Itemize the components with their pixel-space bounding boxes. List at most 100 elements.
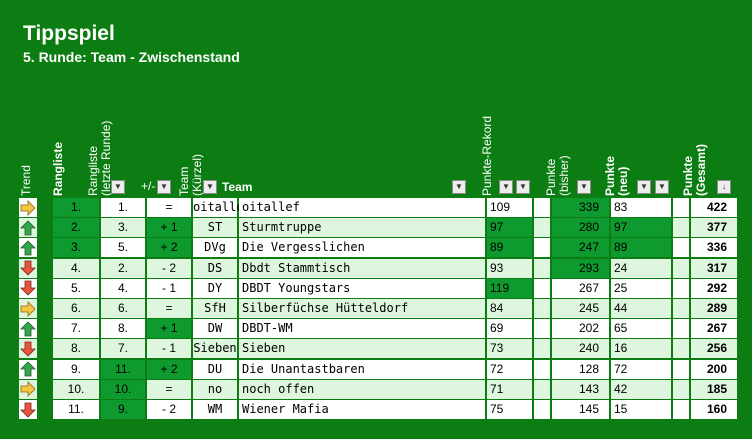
trend-down-icon bbox=[19, 258, 37, 278]
cell-prev: 245 bbox=[552, 299, 609, 318]
cell-rank: 5. bbox=[53, 278, 99, 298]
cell-abbr: Sieben bbox=[193, 339, 237, 359]
cell-total: 377 bbox=[691, 218, 737, 238]
cell-record: 73 bbox=[487, 339, 532, 359]
cell-abbr: DS bbox=[193, 258, 237, 278]
cell-prev: 240 bbox=[552, 339, 609, 359]
cell-diff: + 1 bbox=[147, 319, 191, 339]
cell-diff: - 1 bbox=[147, 339, 191, 359]
filter-dropdown-plusminus[interactable]: ▼ bbox=[157, 180, 171, 194]
cell-prev: 267 bbox=[552, 278, 609, 298]
cell-new: 42 bbox=[611, 379, 671, 399]
filter-dropdown-punkte-bisher[interactable]: ▼ bbox=[577, 180, 591, 194]
table-row: 2. 3. + 1 ST Sturmtruppe 97 280 97 377 bbox=[19, 218, 737, 238]
cell-team: Silberfüchse Hütteldorf bbox=[239, 299, 485, 318]
sheet-subtitle: 5. Runde: Team - Zwischenstand bbox=[23, 49, 240, 65]
cell-abbr: DY bbox=[193, 278, 237, 298]
cell-record: 89 bbox=[487, 238, 532, 258]
cell-prev: 202 bbox=[552, 319, 609, 339]
cell-rank: 8. bbox=[53, 339, 99, 359]
cell-abbr: SfH bbox=[193, 299, 237, 318]
cell-team: DBDT Youngstars bbox=[239, 278, 485, 298]
cell-last: 1. bbox=[101, 198, 145, 217]
table-row: 5. 4. - 1 DY DBDT Youngstars 119 267 25 292 bbox=[19, 278, 737, 299]
filter-dropdown-punkte-neu[interactable]: ▼ bbox=[637, 180, 651, 194]
cell-abbr: DVg bbox=[193, 238, 237, 258]
cell-total: 267 bbox=[691, 319, 737, 339]
cell-abbr: oitallef bbox=[193, 198, 251, 217]
cell-blank1 bbox=[534, 238, 550, 258]
table-row: 7. 8. + 1 DW DBDT-WM 69 202 65 267 bbox=[19, 319, 737, 339]
cell-rank: 4. bbox=[53, 258, 99, 278]
cell-blank1 bbox=[534, 198, 550, 217]
cell-new: 24 bbox=[611, 258, 671, 278]
header-rangliste-letzte: Rangliste (letzte Runde) bbox=[86, 120, 113, 196]
cell-team: oitallef bbox=[239, 198, 485, 217]
cell-rank: 10. bbox=[53, 379, 99, 399]
table-row: 1. 1. = oitallef oitallef 109 339 83 422 bbox=[19, 198, 737, 218]
cell-blank2 bbox=[673, 278, 689, 298]
cell-team: Dbdt Stammtisch bbox=[239, 258, 485, 278]
cell-blank1 bbox=[534, 379, 550, 399]
filter-dropdown-rekord-2[interactable]: ▼ bbox=[516, 180, 530, 194]
cell-prev: 339 bbox=[552, 198, 609, 217]
cell-team: noch offen bbox=[239, 379, 485, 399]
cell-last: 8. bbox=[101, 319, 145, 339]
cell-diff: = bbox=[147, 379, 191, 399]
filter-dropdown-team[interactable]: ▼ bbox=[452, 180, 466, 194]
trend-down-icon bbox=[19, 278, 37, 298]
sheet-title: Tippspiel bbox=[23, 22, 115, 45]
trend-flat-icon bbox=[19, 299, 37, 318]
cell-total: 422 bbox=[691, 198, 737, 217]
header-rangliste: Rangliste bbox=[51, 141, 65, 196]
filter-dropdown-punkte-neu-2[interactable]: ▼ bbox=[655, 180, 669, 194]
cell-team: Die Unantastbaren bbox=[239, 359, 485, 379]
cell-blank2 bbox=[673, 218, 689, 238]
cell-new: 65 bbox=[611, 319, 671, 339]
cell-prev: 280 bbox=[552, 218, 609, 238]
filter-dropdown-rekord[interactable]: ▼ bbox=[499, 180, 513, 194]
trend-down-icon bbox=[19, 339, 37, 359]
trend-up-icon bbox=[19, 359, 37, 379]
cell-new: 44 bbox=[611, 299, 671, 318]
filter-dropdown-punkte-gesamt[interactable]: ↓ bbox=[717, 180, 731, 194]
cell-last: 11. bbox=[101, 359, 145, 379]
cell-prev: 247 bbox=[552, 238, 609, 258]
trend-up-icon bbox=[19, 319, 37, 339]
cell-blank2 bbox=[673, 400, 689, 419]
cell-last: 2. bbox=[101, 258, 145, 278]
trend-flat-icon bbox=[19, 198, 37, 217]
cell-total: 256 bbox=[691, 339, 737, 359]
cell-team: DBDT-WM bbox=[239, 319, 485, 339]
cell-last: 4. bbox=[101, 278, 145, 298]
cell-new: 83 bbox=[611, 198, 671, 217]
cell-total: 336 bbox=[691, 238, 737, 258]
cell-total: 185 bbox=[691, 379, 737, 399]
cell-total: 200 bbox=[691, 359, 737, 379]
cell-blank1 bbox=[534, 359, 550, 379]
arrow-flat-icon bbox=[20, 199, 36, 216]
cell-new: 97 bbox=[611, 218, 671, 238]
cell-team: Sturmtruppe bbox=[239, 218, 485, 238]
table-row: 3. 5. + 2 DVg Die Vergesslichen 89 247 89 336 bbox=[19, 238, 737, 258]
arrow-down-icon bbox=[20, 402, 36, 418]
cell-diff: - 2 bbox=[147, 400, 191, 419]
cell-rank: 7. bbox=[53, 319, 99, 339]
filter-dropdown-rangliste-letzte[interactable]: ▼ bbox=[111, 180, 125, 194]
cell-diff: + 2 bbox=[147, 359, 191, 379]
table-row: 6. 6. = SfH Silberfüchse Hütteldorf 84 245 44 28… bbox=[19, 299, 737, 319]
cell-team: Sieben bbox=[239, 339, 485, 359]
cell-blank1 bbox=[534, 278, 550, 298]
cell-new: 25 bbox=[611, 278, 671, 298]
cell-blank1 bbox=[534, 319, 550, 339]
cell-blank2 bbox=[673, 379, 689, 399]
cell-diff: + 1 bbox=[147, 218, 191, 238]
cell-rank: 2. bbox=[53, 218, 99, 238]
cell-blank2 bbox=[673, 198, 689, 217]
filter-dropdown-team-kuerzel[interactable]: ▼ bbox=[203, 180, 217, 194]
cell-new: 72 bbox=[611, 359, 671, 379]
cell-rank: 1. bbox=[53, 198, 99, 217]
cell-abbr: DU bbox=[193, 359, 237, 379]
cell-blank2 bbox=[673, 319, 689, 339]
arrow-down-icon bbox=[20, 260, 36, 276]
